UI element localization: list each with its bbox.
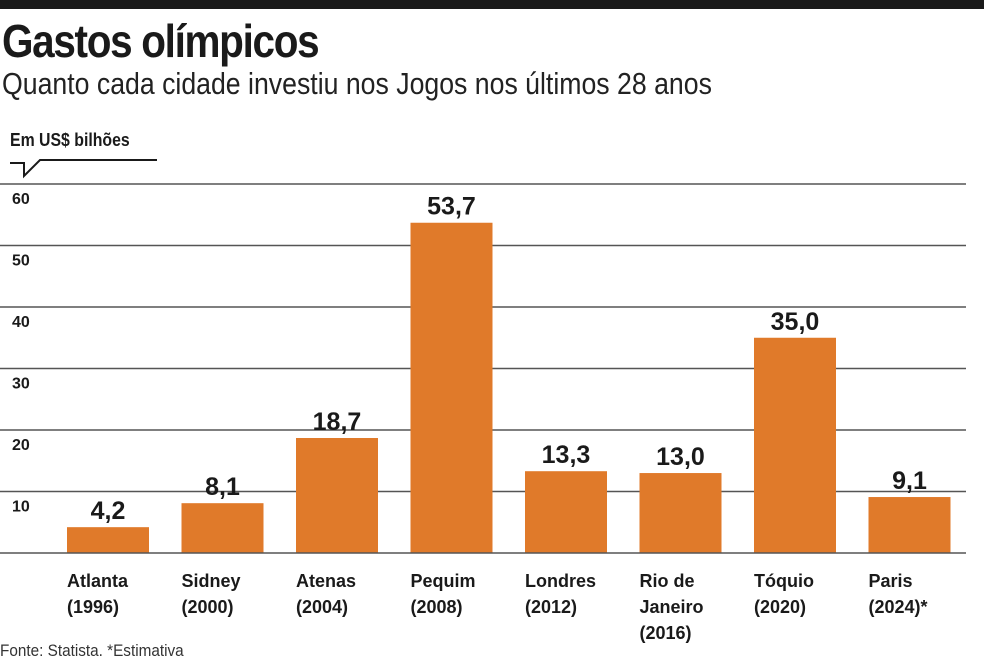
x-tick-label: (2024)* — [869, 597, 928, 617]
y-tick-label: 20 — [12, 437, 30, 454]
bar — [181, 503, 264, 553]
y-tick-label: 60 — [12, 191, 30, 208]
bar — [296, 437, 378, 553]
x-tick-label: Pequim — [411, 571, 476, 591]
data-label: 4,2 — [91, 497, 126, 525]
bar — [525, 471, 607, 553]
data-label: 53,7 — [427, 193, 476, 221]
y-tick-label: 10 — [12, 499, 30, 516]
x-tick-label: Tóquio — [754, 571, 814, 591]
data-label: 13,0 — [656, 443, 705, 471]
chart-title: Gastos olímpicos — [2, 15, 320, 67]
data-label: 9,1 — [892, 467, 927, 495]
x-tick-label: Sidney — [182, 571, 241, 591]
top-rule — [0, 0, 984, 9]
chart-subtitle: Quanto cada cidade investiu nos Jogos no… — [2, 66, 712, 101]
bar — [754, 337, 836, 553]
x-tick-label: Londres — [525, 571, 596, 591]
x-tick-label: Janeiro — [640, 597, 704, 617]
x-tick-label: (2012) — [525, 597, 577, 617]
x-tick-label: Paris — [869, 571, 913, 591]
x-tick-label: (1996) — [67, 597, 119, 617]
y-axis-label: Em US$ bilhões — [10, 130, 130, 150]
data-label: 18,7 — [313, 408, 362, 436]
bar — [67, 527, 149, 553]
x-tick-label: (2004) — [296, 597, 348, 617]
y-tick-label: 50 — [12, 253, 30, 270]
data-label: 13,3 — [542, 441, 591, 469]
x-tick-label: Atenas — [296, 571, 356, 591]
data-label: 35,0 — [771, 308, 820, 336]
x-tick-label: (2016) — [640, 623, 692, 643]
bar — [868, 497, 951, 553]
x-tick-label: (2000) — [182, 597, 234, 617]
source-note: Fonte: Statista. *Estimativa — [0, 641, 184, 660]
data-label: 8,1 — [205, 473, 240, 501]
bar — [639, 473, 722, 553]
bar — [410, 222, 493, 553]
y-tick-label: 40 — [12, 314, 30, 331]
unit-bracket — [10, 159, 157, 179]
x-tick-label: Rio de — [640, 571, 695, 591]
y-tick-label: 30 — [12, 376, 30, 393]
x-tick-label: Atlanta — [67, 571, 129, 591]
x-tick-label: (2008) — [411, 597, 463, 617]
x-tick-label: (2020) — [754, 597, 806, 617]
